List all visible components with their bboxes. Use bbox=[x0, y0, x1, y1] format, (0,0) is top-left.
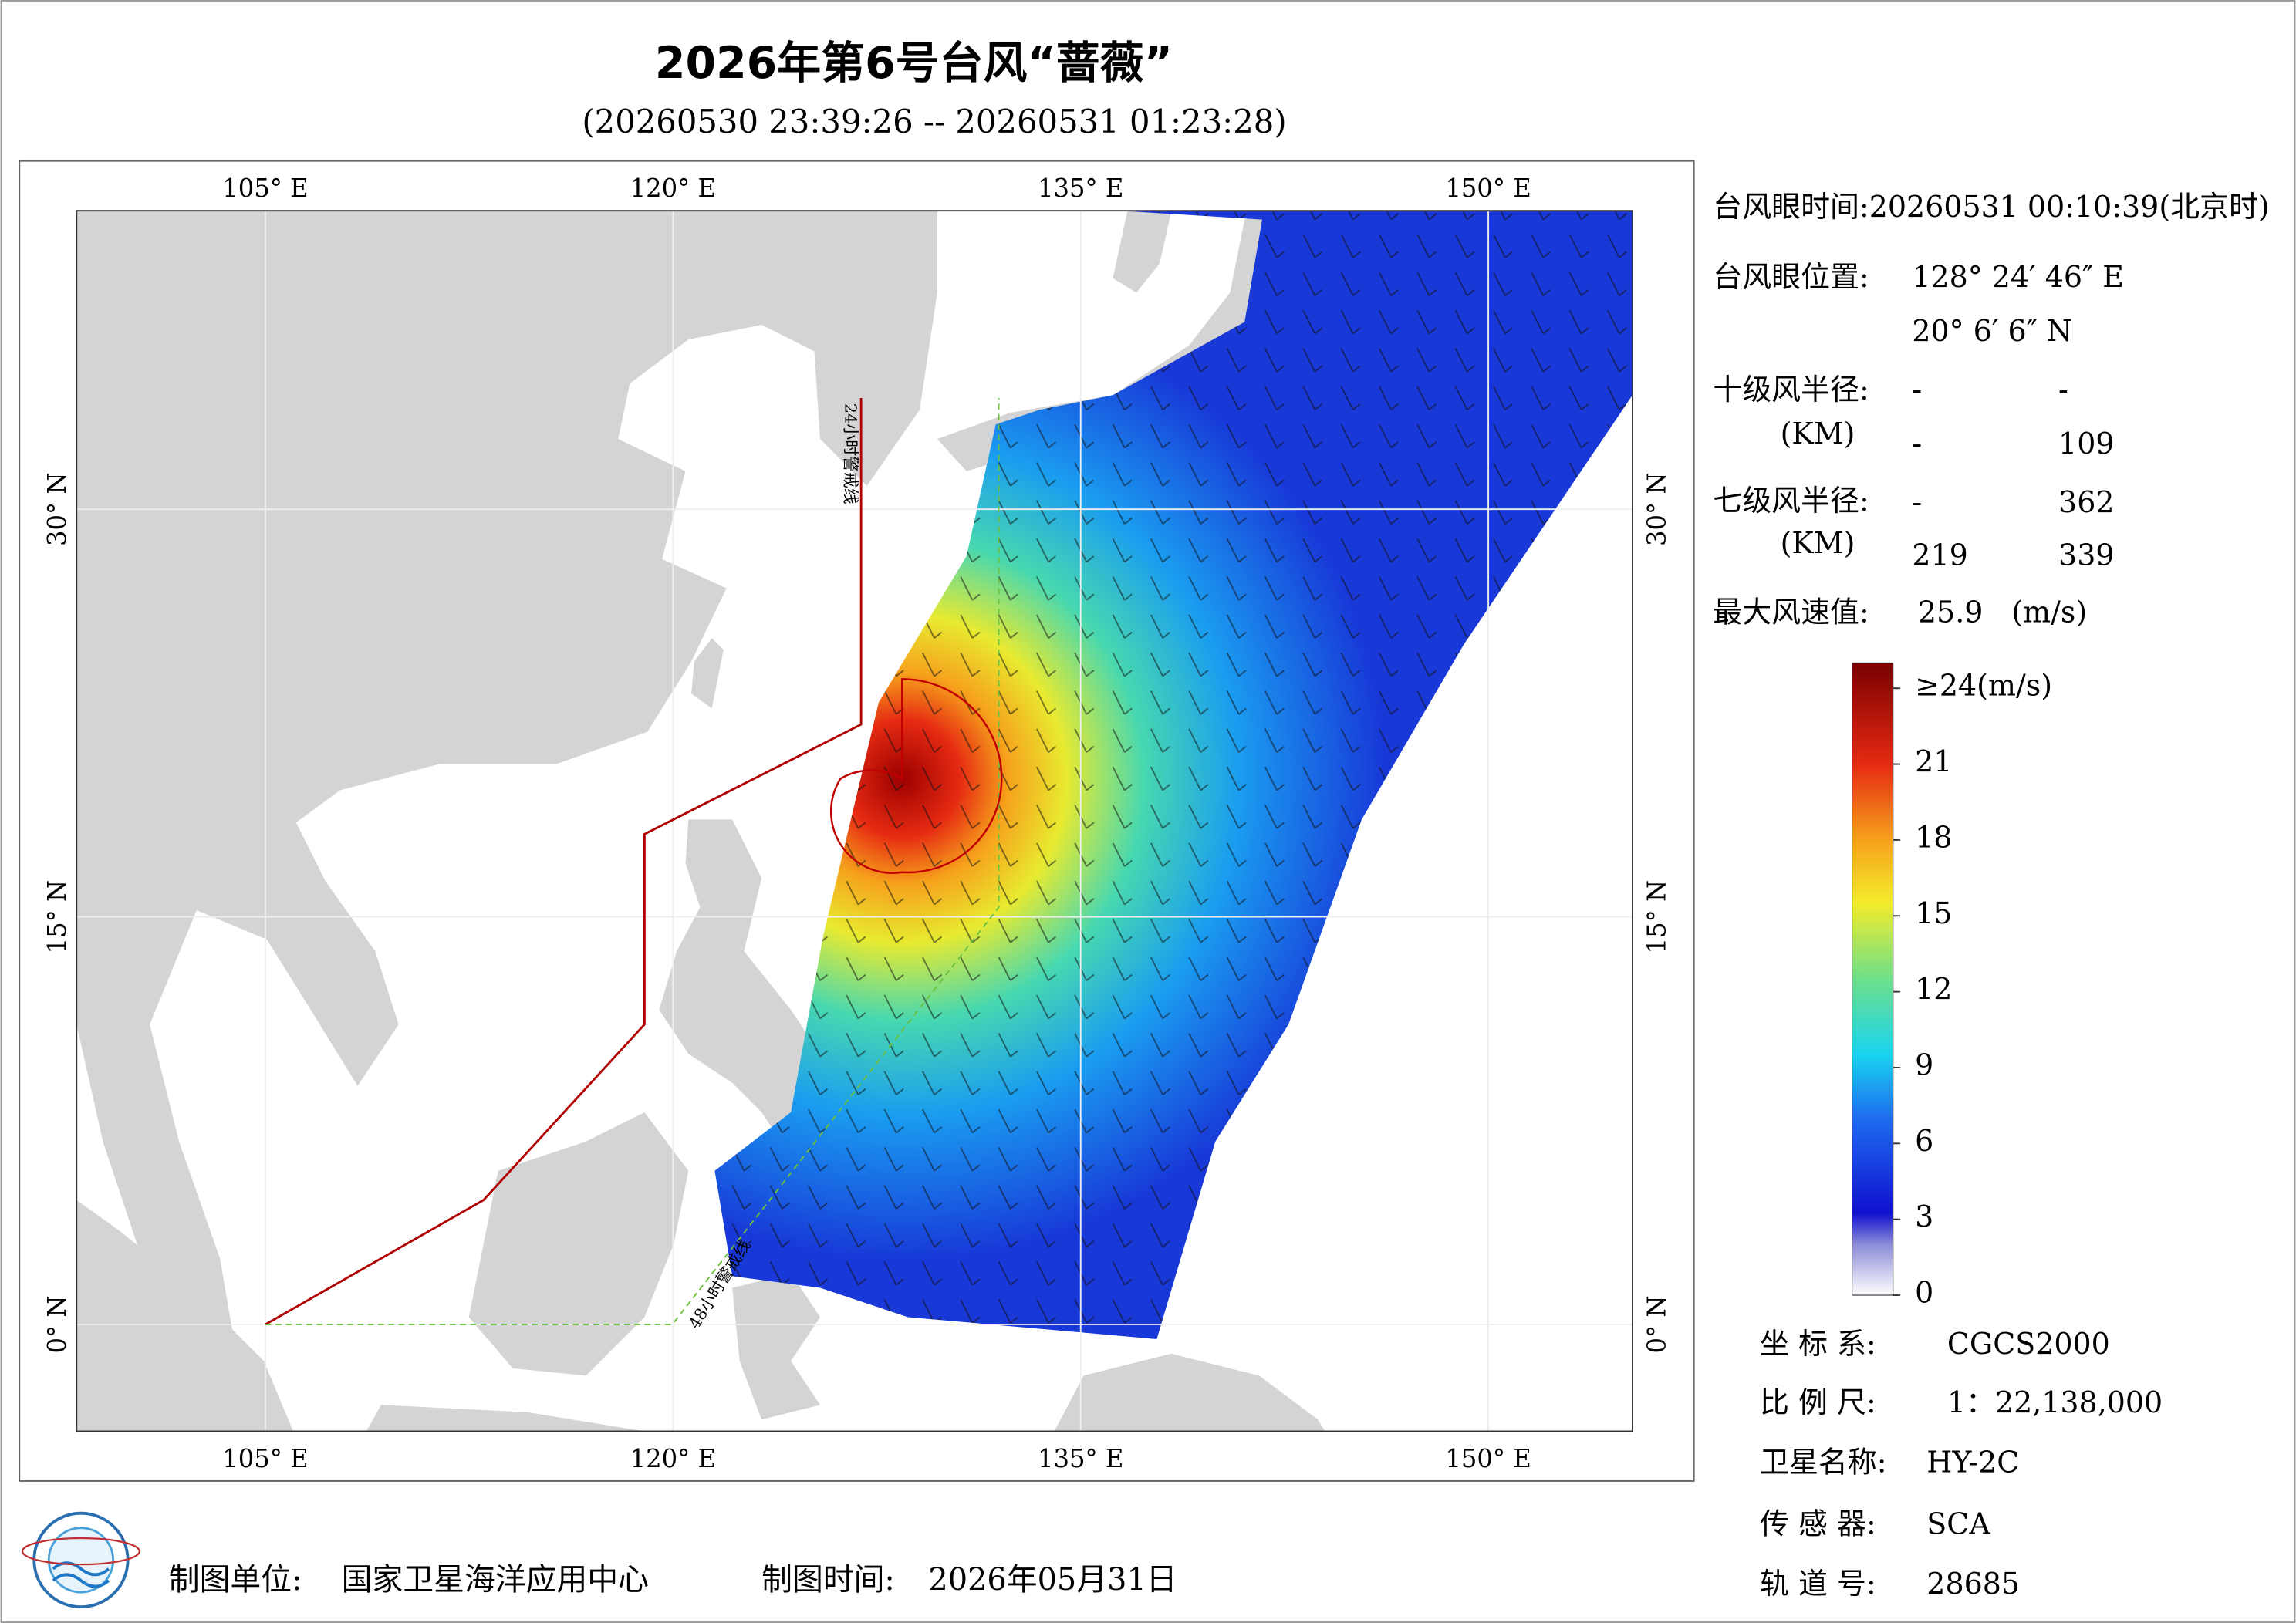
max-wind-unit: (m/s) bbox=[2011, 595, 2087, 629]
lon-label: 135° E bbox=[1038, 174, 1123, 203]
new-guinea bbox=[1054, 1353, 1325, 1432]
meta-value: 1：22,138,000 bbox=[1947, 1385, 2163, 1419]
meta-label: 坐 标 系: bbox=[1760, 1327, 1876, 1361]
map-border bbox=[76, 210, 1633, 1432]
r10-value: - bbox=[1912, 373, 1922, 407]
wind-radius-sectors bbox=[829, 678, 1003, 874]
meta-label: 传 感 器: bbox=[1760, 1507, 1876, 1540]
r7-value: 362 bbox=[2058, 485, 2114, 519]
lon-label: 105° E bbox=[222, 174, 308, 203]
lon-label: 150° E bbox=[1445, 1444, 1531, 1473]
footer: 制图单位: 国家卫星海洋应用中心 制图时间: 2026年05月31日 bbox=[169, 1562, 1177, 1598]
colorbar-label: 12 bbox=[1915, 972, 1952, 1006]
lat-label: 15° N bbox=[1643, 880, 1672, 954]
r10-value: - bbox=[1912, 427, 1922, 461]
title: 2026年第6号台风“蔷薇” bbox=[655, 38, 1173, 89]
asia-mainland bbox=[76, 211, 937, 1361]
lon-label: 135° E bbox=[1038, 1444, 1123, 1473]
map-frame bbox=[19, 160, 1695, 1482]
lat-label: 15° N bbox=[42, 880, 72, 954]
max-wind-label: 最大风速值: bbox=[1713, 595, 1869, 629]
meta-panel: 坐 标 系: CGCS2000 比 例 尺: 1：22,138,000 卫星名称… bbox=[1760, 1327, 2163, 1601]
colorbar-label: 21 bbox=[1915, 744, 1952, 778]
logo bbox=[21, 1511, 140, 1609]
lat-label: 0° N bbox=[1643, 1295, 1672, 1353]
meta-label: 比 例 尺: bbox=[1760, 1385, 1876, 1419]
r7-value: 339 bbox=[2058, 538, 2114, 572]
colorbar-ticks: ≥24(m/s) 21 18 15 12 9 6 3 0 bbox=[1893, 669, 2052, 1310]
colorbar-label: 6 bbox=[1915, 1124, 1933, 1158]
warning-line-48h bbox=[265, 398, 1000, 1325]
colorbar-label: 0 bbox=[1915, 1276, 1933, 1310]
info-panel: 台风眼时间:20260531 00:10:39(北京时) 台风眼位置: 128°… bbox=[1713, 190, 2269, 629]
graticule bbox=[76, 211, 1633, 1432]
r10-label: 十级风半径: bbox=[1713, 373, 1869, 407]
java bbox=[366, 1405, 645, 1432]
colorbar-label: 15 bbox=[1915, 896, 1952, 930]
sakhalin bbox=[1113, 211, 1172, 293]
lon-label: 120° E bbox=[630, 174, 716, 203]
footer-label: 制图时间: bbox=[761, 1562, 895, 1598]
warning-line-24h bbox=[265, 398, 863, 1326]
meta-label: 轨 道 号: bbox=[1760, 1567, 1876, 1601]
colorbar bbox=[1851, 662, 1894, 1296]
max-wind: 25.9 bbox=[1918, 595, 1983, 629]
philippines bbox=[659, 819, 835, 1156]
r10-value: 109 bbox=[2058, 427, 2114, 461]
footer-value: 国家卫星海洋应用中心 bbox=[342, 1562, 649, 1598]
colorbar-label: 3 bbox=[1915, 1200, 1933, 1233]
eye-position-label: 台风眼位置: bbox=[1713, 260, 1869, 294]
warning-24h-label: 24小时警戒线 bbox=[841, 403, 859, 504]
subtitle: (20260530 23:39:26 -- 20260531 01:23:28) bbox=[582, 103, 1286, 140]
taiwan bbox=[691, 638, 724, 709]
lat-label: 30° N bbox=[1643, 472, 1672, 546]
lon-label: 150° E bbox=[1445, 174, 1531, 203]
meta-label: 卫星名称: bbox=[1760, 1446, 1887, 1480]
colorbar-label: 9 bbox=[1915, 1048, 1933, 1081]
eye-lat: 20° 6′ 6″ N bbox=[1912, 314, 2072, 348]
lat-label: 30° N bbox=[42, 472, 72, 546]
lat-label: 0° N bbox=[42, 1295, 72, 1353]
colorbar-label: ≥24(m/s) bbox=[1915, 669, 2052, 703]
footer-label: 制图单位: bbox=[169, 1562, 302, 1598]
meta-value: SCA bbox=[1926, 1507, 1990, 1540]
r7-value: - bbox=[1912, 485, 1922, 519]
km-label: (KM) bbox=[1781, 526, 1855, 560]
eye-time: 台风眼时间:20260531 00:10:39(北京时) bbox=[1713, 190, 2269, 224]
footer-value: 2026年05月31日 bbox=[928, 1562, 1177, 1598]
borneo bbox=[468, 1112, 689, 1376]
meta-value: CGCS2000 bbox=[1947, 1327, 2110, 1361]
km-label: (KM) bbox=[1781, 417, 1855, 450]
meta-value: HY-2C bbox=[1926, 1446, 2019, 1480]
r10-value: - bbox=[2058, 373, 2068, 407]
r7-value: 219 bbox=[1912, 538, 1967, 572]
map-area: 24小时警戒线 48小时警戒线 bbox=[76, 211, 1633, 1432]
sulawesi bbox=[732, 1273, 821, 1420]
lon-label: 120° E bbox=[630, 1444, 716, 1473]
graticule-labels: 105° E 105° E 120° E 120° E 135° E 135° E 150°… bbox=[42, 174, 1672, 1473]
r7-label: 七级风半径: bbox=[1713, 484, 1869, 518]
sumatra bbox=[76, 1200, 294, 1432]
lon-label: 105° E bbox=[222, 1444, 308, 1473]
colorbar-label: 18 bbox=[1915, 820, 1952, 854]
meta-value: 28685 bbox=[1926, 1567, 2020, 1601]
eye-lon: 128° 24′ 46″ E bbox=[1912, 260, 2124, 294]
logo-orbit bbox=[21, 1537, 140, 1566]
